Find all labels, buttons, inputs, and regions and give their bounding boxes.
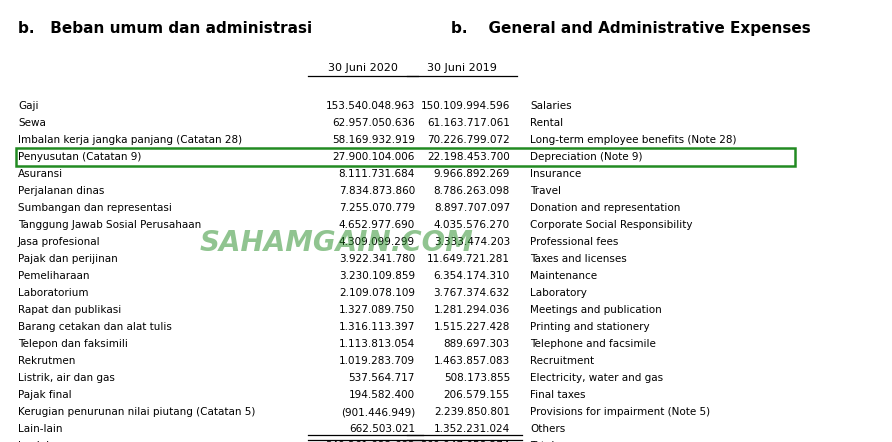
Text: 889.697.303: 889.697.303 [443,339,510,349]
Text: Final taxes: Final taxes [530,390,585,400]
Text: Tanggung Jawab Sosial Perusahaan: Tanggung Jawab Sosial Perusahaan [18,220,202,230]
Text: 30 Juni 2019: 30 Juni 2019 [427,63,497,73]
Text: 4.035.576.270: 4.035.576.270 [434,220,510,230]
Text: Printing and stationery: Printing and stationery [530,322,649,332]
Text: Rapat dan publikasi: Rapat dan publikasi [18,305,121,315]
Text: Lain-lain: Lain-lain [18,424,62,434]
Text: 508.173.855: 508.173.855 [443,373,510,383]
Text: 2.239.850.801: 2.239.850.801 [434,408,510,417]
Text: 1.327.089.750: 1.327.089.750 [339,305,415,315]
Text: Rekrutmen: Rekrutmen [18,356,76,366]
Text: Electricity, water and gas: Electricity, water and gas [530,373,663,383]
Text: 7.834.873.860: 7.834.873.860 [339,186,415,196]
Text: 61.163.717.061: 61.163.717.061 [427,118,510,128]
Text: Maintenance: Maintenance [530,271,597,281]
Text: 662.503.021: 662.503.021 [349,424,415,434]
Text: Sewa: Sewa [18,118,45,128]
Text: 153.540.048.963: 153.540.048.963 [326,101,415,111]
Text: b.    General and Administrative Expenses: b. General and Administrative Expenses [451,21,811,36]
Text: Others: Others [530,424,566,434]
Text: 1.316.113.397: 1.316.113.397 [339,322,415,332]
Text: Perjalanan dinas: Perjalanan dinas [18,186,104,196]
Text: 1.019.283.709: 1.019.283.709 [339,356,415,366]
Text: 9.966.892.269: 9.966.892.269 [434,169,510,179]
Text: Recruitment: Recruitment [530,356,594,366]
Text: Salaries: Salaries [530,101,572,111]
Text: 6.354.174.310: 6.354.174.310 [434,271,510,281]
Text: 206.579.155: 206.579.155 [443,390,510,400]
Text: Taxes and licenses: Taxes and licenses [530,254,627,264]
Text: Jasa profesional: Jasa profesional [18,237,101,247]
Text: 3.767.374.632: 3.767.374.632 [434,288,510,298]
Text: 70.226.799.072: 70.226.799.072 [427,135,510,145]
Text: 4.309.099.299: 4.309.099.299 [339,237,415,247]
Text: Corporate Social Responsibility: Corporate Social Responsibility [530,220,692,230]
Text: 4.652.977.690: 4.652.977.690 [339,220,415,230]
Text: Travel: Travel [530,186,561,196]
Text: Gaji: Gaji [18,101,38,111]
Text: Professional fees: Professional fees [530,237,618,247]
Text: 58.169.932.919: 58.169.932.919 [332,135,415,145]
Text: 27.900.104.006: 27.900.104.006 [333,152,415,162]
Text: 8.897.707.097: 8.897.707.097 [434,203,510,213]
Text: Provisions for impairment (Note 5): Provisions for impairment (Note 5) [530,408,710,417]
Text: Telepon dan faksimili: Telepon dan faksimili [18,339,128,349]
Text: 30 Juni 2020: 30 Juni 2020 [328,63,398,73]
Text: Telephone and facsimile: Telephone and facsimile [530,339,656,349]
Text: Rental: Rental [530,118,563,128]
Text: 7.255.070.779: 7.255.070.779 [339,203,415,213]
Text: 1.281.294.036: 1.281.294.036 [434,305,510,315]
Text: Donation and representation: Donation and representation [530,203,681,213]
Text: Kerugian penurunan nilai piutang (Catatan 5): Kerugian penurunan nilai piutang (Catata… [18,408,255,417]
Text: Pemeliharaan: Pemeliharaan [18,271,89,281]
Text: Pajak final: Pajak final [18,390,71,400]
Text: 3.922.341.780: 3.922.341.780 [339,254,415,264]
Text: 537.564.717: 537.564.717 [349,373,415,383]
Text: Depreciation (Note 9): Depreciation (Note 9) [530,152,642,162]
Text: Sumbangan dan representasi: Sumbangan dan representasi [18,203,172,213]
Text: Insurance: Insurance [530,169,582,179]
Text: Asuransi: Asuransi [18,169,63,179]
Text: 194.582.400: 194.582.400 [349,390,415,400]
Text: 1.113.813.054: 1.113.813.054 [339,339,415,349]
Text: b.   Beban umum dan administrasi: b. Beban umum dan administrasi [18,21,312,36]
Text: Laboratorium: Laboratorium [18,288,88,298]
Text: 2.109.078.109: 2.109.078.109 [339,288,415,298]
Text: 1.515.227.428: 1.515.227.428 [434,322,510,332]
Text: 3.333.474.203: 3.333.474.203 [434,237,510,247]
Text: 3.230.109.859: 3.230.109.859 [339,271,415,281]
Text: 11.649.721.281: 11.649.721.281 [427,254,510,264]
Text: SAHAMGAIN.COM: SAHAMGAIN.COM [200,229,474,257]
Text: (901.446.949): (901.446.949) [341,408,415,417]
Text: Imbalan kerja jangka panjang (Catatan 28): Imbalan kerja jangka panjang (Catatan 28… [18,135,242,145]
Text: 1.463.857.083: 1.463.857.083 [434,356,510,366]
Text: 150.109.994.596: 150.109.994.596 [421,101,510,111]
Text: 8.111.731.684: 8.111.731.684 [339,169,415,179]
Text: Penyusutan (Catatan 9): Penyusutan (Catatan 9) [18,152,141,162]
Text: Listrik, air dan gas: Listrik, air dan gas [18,373,115,383]
Text: 8.786.263.098: 8.786.263.098 [434,186,510,196]
Text: Long-term employee benefits (Note 28): Long-term employee benefits (Note 28) [530,135,737,145]
Text: Barang cetakan dan alat tulis: Barang cetakan dan alat tulis [18,322,172,332]
Text: 62.957.050.636: 62.957.050.636 [332,118,415,128]
Text: Pajak dan perijinan: Pajak dan perijinan [18,254,118,264]
Text: 22.198.453.700: 22.198.453.700 [427,152,510,162]
Text: Laboratory: Laboratory [530,288,587,298]
Text: 1.352.231.024: 1.352.231.024 [434,424,510,434]
Text: Meetings and publication: Meetings and publication [530,305,662,315]
